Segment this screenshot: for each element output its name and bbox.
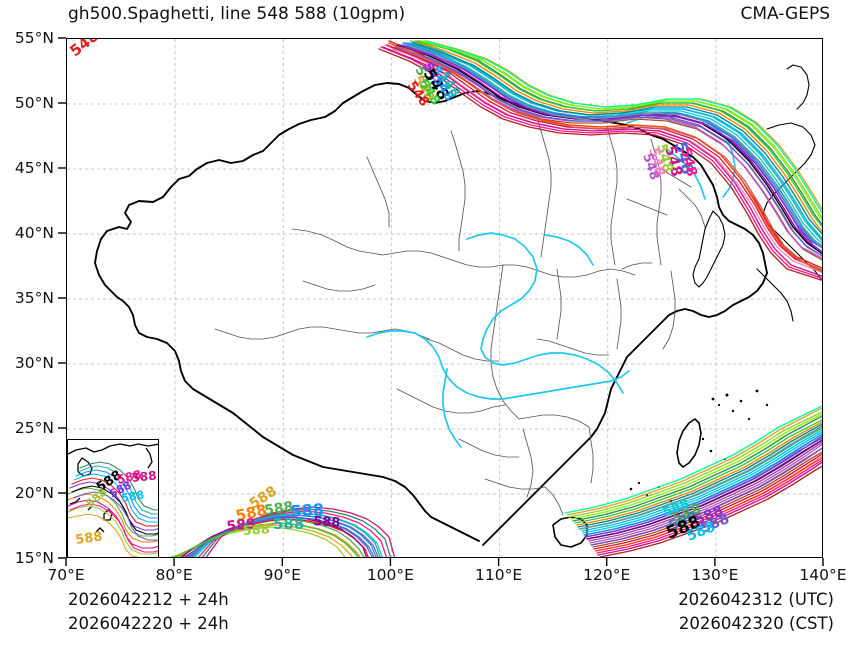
svg-text:588: 588 xyxy=(273,515,304,533)
svg-text:548: 548 xyxy=(653,142,676,174)
china-coastline xyxy=(482,272,768,546)
map-plot-area: 548 548 548 548 548 548 548 548 548 548 … xyxy=(66,38,823,558)
x-tick-0: 70°E xyxy=(47,566,85,584)
y-axis-labels: 55°N 50°N 45°N 40°N 35°N 30°N 25°N 20°N … xyxy=(0,0,62,645)
svg-text:588: 588 xyxy=(263,499,294,519)
x-tick-6: 130°E xyxy=(691,566,739,584)
x-tick-2: 90°E xyxy=(263,566,301,584)
y-tick-6: 25°N xyxy=(14,419,54,437)
neighbor-country-borders xyxy=(692,64,822,322)
x-tick-7: 140°E xyxy=(799,566,847,584)
valid-time-utc: 2026042312 (UTC) xyxy=(678,590,834,609)
x-tick-4: 110°E xyxy=(475,566,523,584)
contour-label-588-southeast: 588 588 588 588 588 588 588 xyxy=(661,497,732,545)
contour-bundle-548 xyxy=(378,40,822,282)
valid-time-cst: 2026042320 (CST) xyxy=(678,614,834,633)
y-tick-4: 35°N xyxy=(14,289,54,307)
province-boundaries xyxy=(214,116,706,516)
y-tick-2: 45°N xyxy=(14,159,54,177)
init-time-cst: 2026042220 + 24h xyxy=(68,614,229,633)
svg-text:588: 588 xyxy=(74,529,103,548)
svg-text:588: 588 xyxy=(226,516,257,535)
contour-bundle-588-southeast xyxy=(564,405,822,557)
y-tick-7: 20°N xyxy=(14,484,54,502)
x-tick-5: 120°E xyxy=(583,566,631,584)
contour-label-548-northeast: 548 548 548 548 548 548 xyxy=(639,139,700,182)
south-china-sea-inset: 588 588 588 588 588 588 588 xyxy=(67,439,159,557)
svg-text:548: 548 xyxy=(677,146,700,178)
svg-text:588: 588 xyxy=(290,500,325,521)
china-national-border xyxy=(94,82,768,542)
y-tick-8: 15°N xyxy=(14,549,54,567)
model-label: CMA-GEPS xyxy=(740,4,830,24)
svg-text:588: 588 xyxy=(120,488,145,505)
y-tick-5: 30°N xyxy=(14,354,54,372)
svg-text:588: 588 xyxy=(131,468,157,485)
map-svg: 548 548 548 548 548 548 548 548 548 548 … xyxy=(67,39,822,557)
svg-text:588: 588 xyxy=(313,514,341,531)
inset-svg: 588 588 588 588 588 588 588 xyxy=(68,443,158,557)
svg-text:588: 588 xyxy=(242,522,270,539)
init-time-utc: 2026042212 + 24h xyxy=(68,590,229,609)
y-tick-0: 55°N xyxy=(14,29,54,47)
y-tick-3: 40°N xyxy=(14,224,54,242)
x-tick-1: 80°E xyxy=(155,566,193,584)
svg-text:588: 588 xyxy=(115,467,143,487)
page-title: gh500.Spaghetti, line 548 588 (10gpm) xyxy=(68,4,406,24)
x-tick-3: 100°E xyxy=(366,566,414,584)
svg-text:548: 548 xyxy=(645,146,668,178)
y-tick-1: 50°N xyxy=(14,94,54,112)
contour-bundle-588-south xyxy=(168,506,396,557)
contour-label-588-south: 588 588 588 588 588 588 588 588 xyxy=(226,483,341,539)
